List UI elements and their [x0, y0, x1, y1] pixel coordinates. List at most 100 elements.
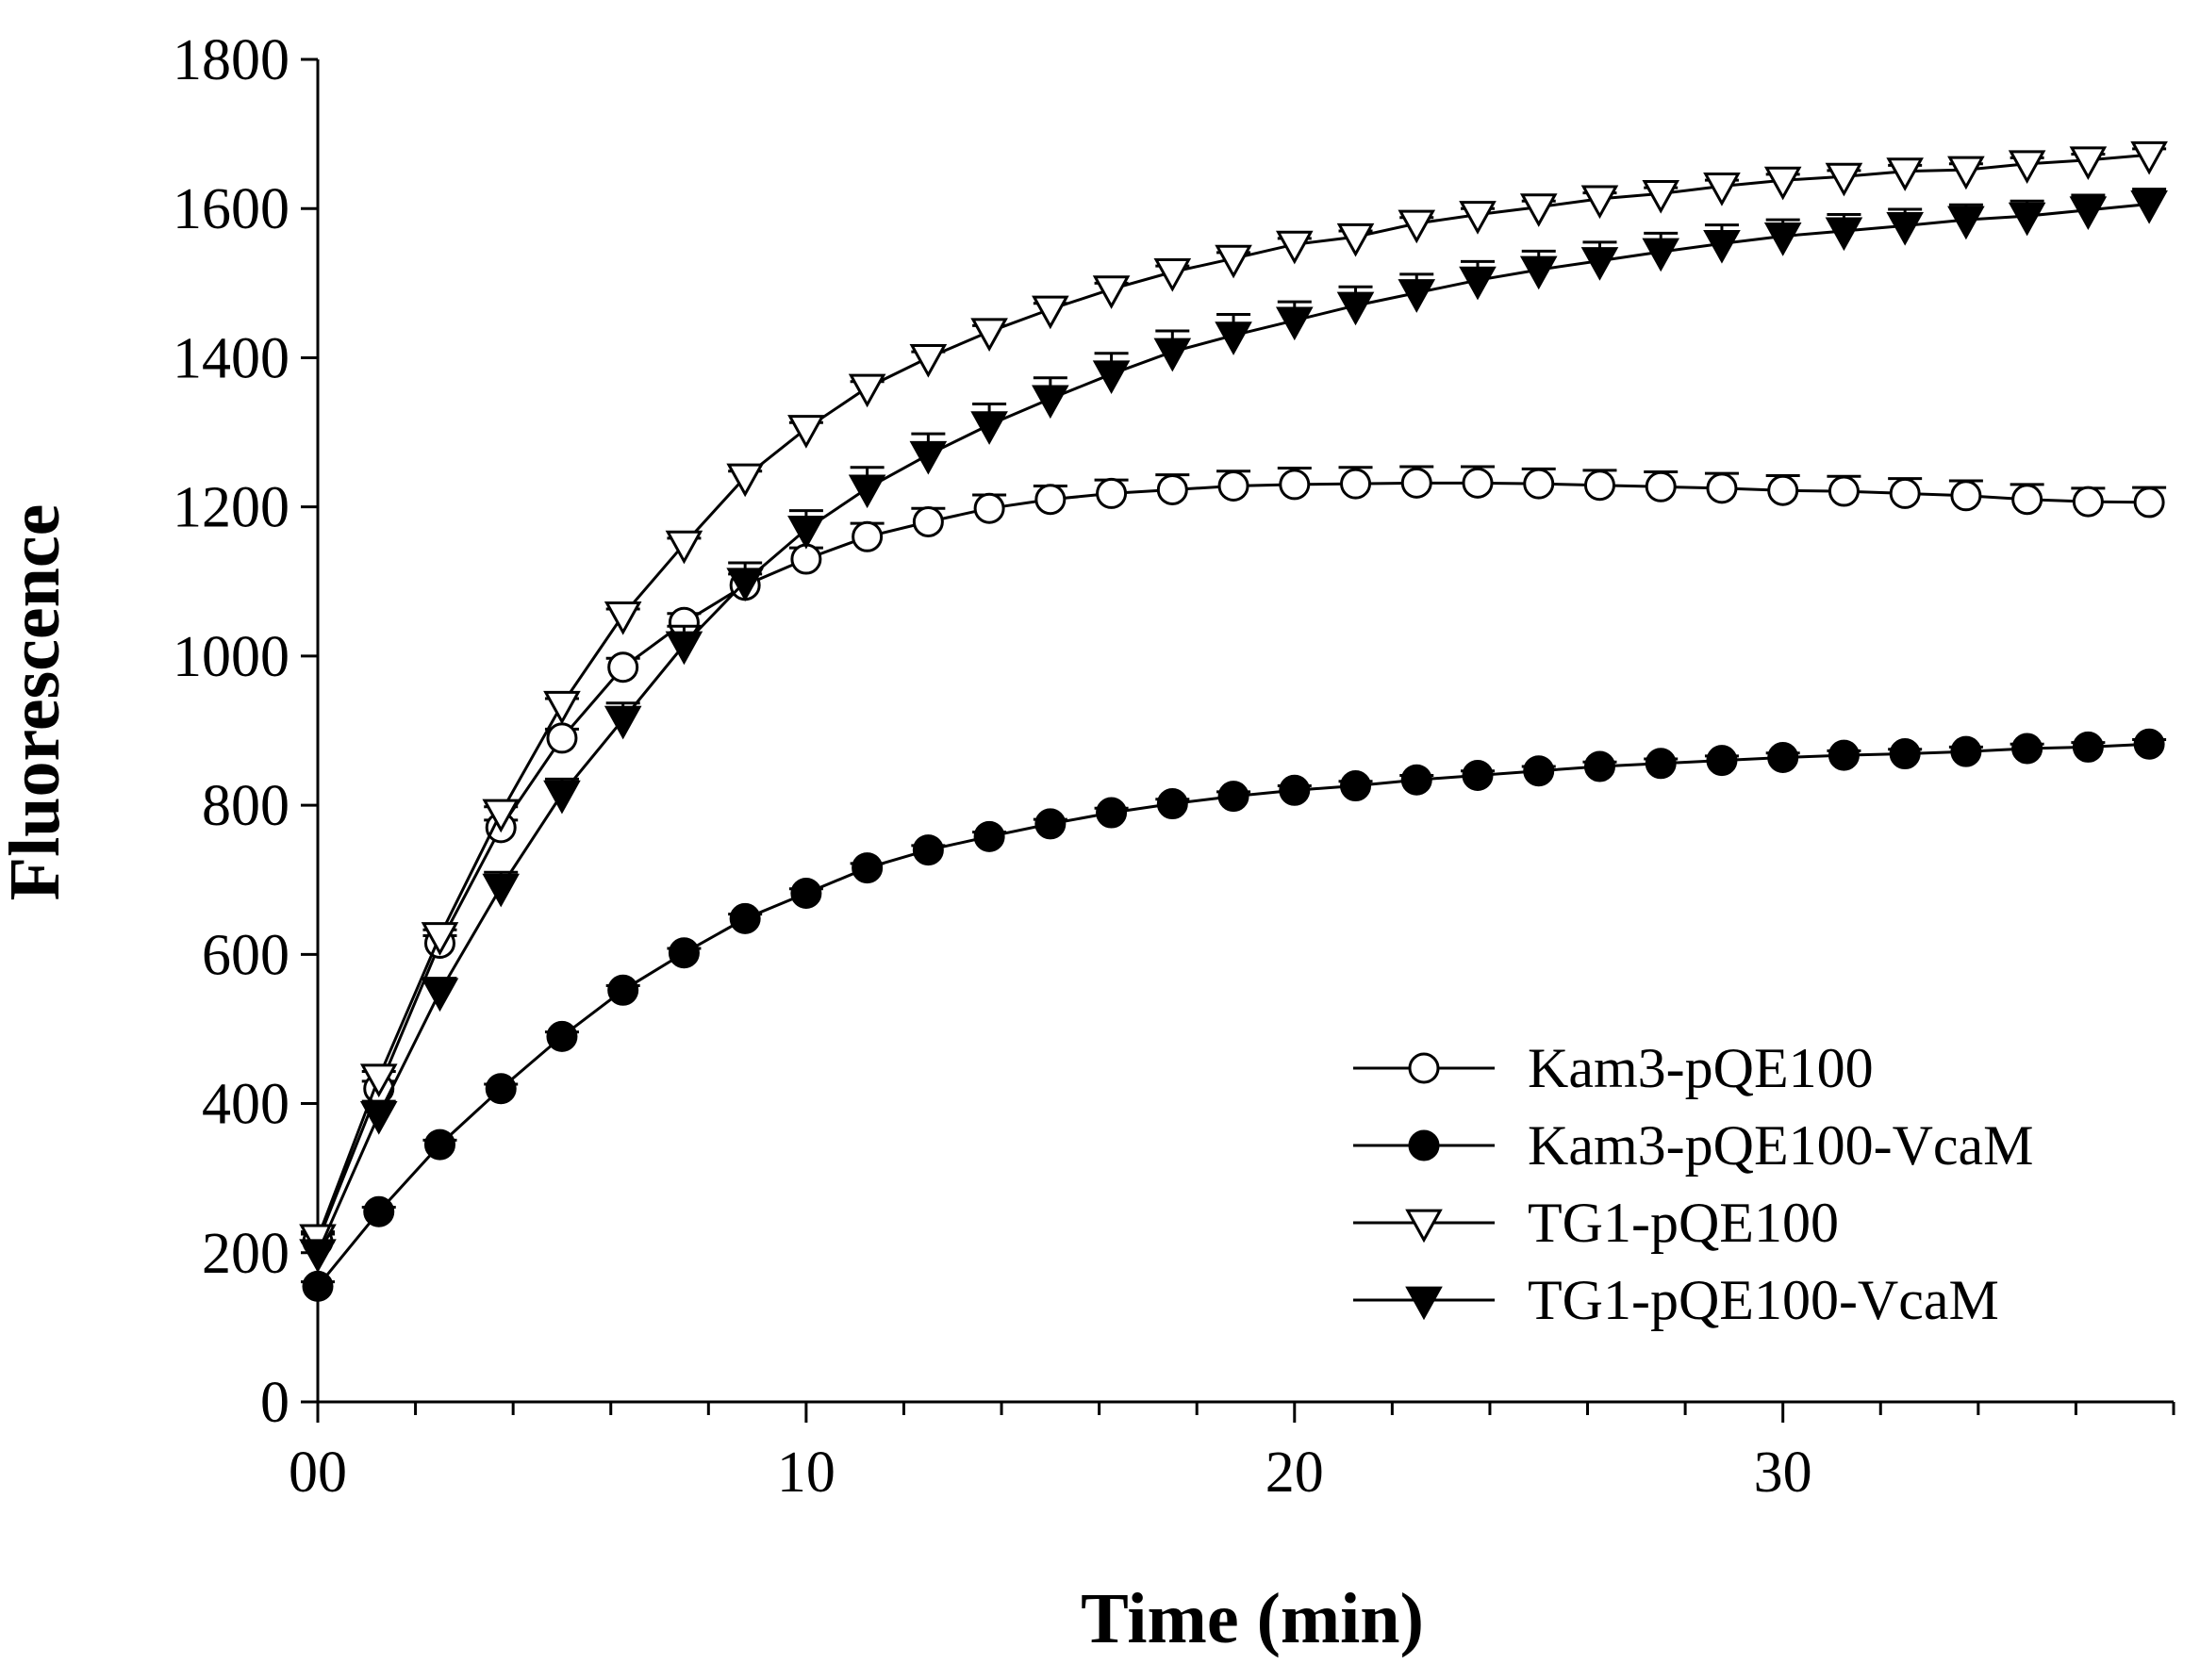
data-point [848, 474, 886, 509]
data-point [909, 344, 948, 378]
data-point [1032, 295, 1069, 330]
y-axis-title: Fluorescence [0, 504, 74, 901]
data-point [1156, 473, 1188, 505]
data-point [1828, 475, 1860, 507]
data-point [607, 974, 639, 1006]
data-point [852, 852, 884, 884]
y-tick-label: 1400 [173, 326, 289, 390]
data-point [1398, 209, 1436, 244]
data-point [1275, 306, 1314, 341]
data-point [2072, 731, 2104, 763]
data-point [1767, 474, 1799, 506]
series-Kam3-pQE100-VcaM [301, 728, 2167, 1302]
data-point [1583, 469, 1615, 502]
data-point [604, 601, 642, 635]
y-tick-label: 1200 [173, 476, 289, 540]
y-tick-label: 1000 [173, 625, 289, 689]
x-axis-title: Time (min) [1081, 1579, 1424, 1658]
data-point [1886, 157, 1924, 191]
x-axis-ticks: 00 10 20 30 [289, 1402, 2175, 1505]
data-point [1767, 741, 1799, 773]
data-point [1400, 467, 1432, 499]
data-point [485, 1073, 517, 1105]
data-point [1828, 739, 1860, 771]
data-point [2133, 486, 2165, 519]
x-tick-label: 20 [1265, 1441, 1324, 1505]
data-point [1032, 385, 1069, 420]
data-point [970, 411, 1008, 445]
data-point [543, 780, 581, 815]
legend-marker [1405, 1209, 1443, 1244]
y-tick-label: 1600 [173, 177, 289, 241]
data-point [1825, 162, 1863, 197]
data-point [1519, 193, 1558, 227]
data-point [2130, 140, 2168, 175]
data-point [482, 799, 521, 833]
data-point [787, 415, 825, 449]
data-point [909, 440, 948, 475]
data-point [2011, 484, 2043, 516]
legend-marker [1405, 1286, 1443, 1321]
data-point [1400, 764, 1432, 796]
data-point [1217, 781, 1249, 813]
data-point [1336, 291, 1375, 326]
data-point [912, 505, 944, 537]
y-tick-label: 200 [202, 1222, 289, 1286]
data-point [543, 690, 581, 725]
data-point [973, 820, 1005, 852]
data-point [1336, 222, 1375, 257]
data-point [1889, 738, 1921, 770]
legend-marker [1408, 1052, 1440, 1084]
data-point [1706, 745, 1738, 777]
data-point [359, 1063, 398, 1098]
legend-label: TG1-pQE100 [1528, 1192, 1839, 1254]
data-point [1703, 229, 1741, 264]
x-tick-label: 10 [777, 1441, 835, 1505]
data-point [1947, 156, 1985, 190]
data-point [1580, 185, 1619, 220]
legend-label: Kam3-pQE100-VcaM [1528, 1114, 2034, 1177]
y-axis-ticks: 0 200 400 600 800 1000 1200 1400 1600 1800 [173, 28, 318, 1435]
data-point [546, 722, 578, 754]
data-point [1642, 238, 1680, 272]
data-point [1583, 750, 1615, 782]
data-point [1034, 484, 1067, 516]
data-point [665, 530, 703, 565]
data-point [790, 877, 822, 909]
data-point [1950, 480, 1982, 512]
data-point [729, 902, 761, 934]
data-point [1950, 735, 1982, 767]
legend-entry: TG1-pQE100-VcaM [1353, 1269, 1999, 1331]
series-layer [299, 140, 2168, 1302]
data-point [1462, 759, 1494, 791]
data-point [2069, 146, 2108, 181]
x-tick-label: 00 [289, 1441, 347, 1505]
data-point [1459, 266, 1497, 301]
data-point [973, 492, 1005, 524]
data-point [726, 463, 764, 498]
data-point [2130, 190, 2168, 224]
data-point [1092, 360, 1131, 395]
data-point [1523, 755, 1555, 787]
series-TG1-pQE100-VcaM [299, 188, 2168, 1273]
data-point [363, 1195, 395, 1227]
y-tick-label: 600 [202, 923, 289, 987]
data-point [1153, 258, 1192, 292]
data-point [787, 515, 825, 550]
data-point [607, 651, 639, 684]
series-Kam3-pQE100 [301, 465, 2167, 1258]
legend-label: Kam3-pQE100 [1528, 1037, 1874, 1099]
data-point [1275, 230, 1314, 265]
data-point [546, 1020, 578, 1052]
data-point [848, 373, 886, 408]
data-point [2069, 196, 2108, 231]
data-point [1645, 470, 1677, 502]
data-point [1825, 217, 1863, 252]
data-point [1215, 321, 1252, 355]
legend-entry: Kam3-pQE100-VcaM [1353, 1114, 2034, 1177]
data-point [302, 1270, 334, 1302]
data-point [482, 873, 521, 908]
data-point [1340, 770, 1372, 802]
data-point [1153, 338, 1192, 372]
